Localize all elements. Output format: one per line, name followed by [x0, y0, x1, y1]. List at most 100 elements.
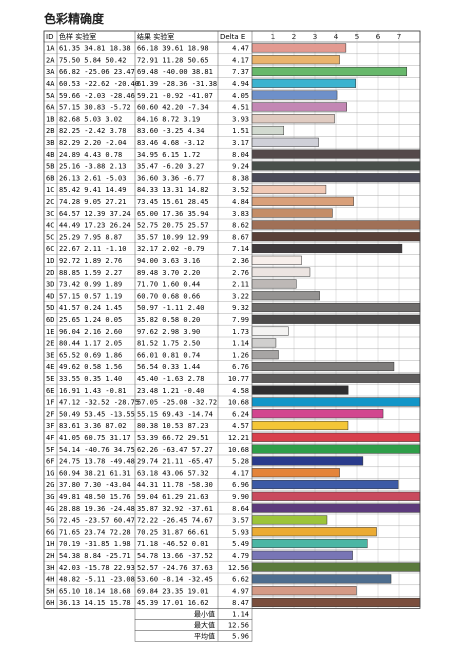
row-delta-value: 3.52 [232, 186, 249, 194]
row-target-lab: 49.62 0.58 1.56 [59, 363, 122, 371]
row-id: 1A [46, 45, 55, 53]
row-target-lab: 57.15 30.83 -5.72 [59, 104, 131, 112]
delta-bar [251, 538, 368, 549]
row-result-lab: 35.57 10.99 12.99 [137, 233, 209, 241]
row-result-lab: 72.22 -26.45 74.67 [137, 517, 213, 525]
row-target-lab: 88.85 1.59 2.27 [59, 269, 122, 277]
row-result-lab: 55.15 69.43 -14.74 [137, 410, 213, 418]
row-id: 3D [46, 281, 54, 289]
row-target-lab: 96.04 2.16 2.60 [59, 328, 122, 336]
row-delta-value: 4.51 [232, 104, 249, 112]
row-id: 2A [46, 56, 55, 64]
row-id: 3H [46, 564, 54, 572]
row-result-lab: 71.70 1.60 0.44 [137, 281, 200, 289]
row-id: 6G [46, 528, 54, 536]
delta-bar [251, 515, 328, 525]
row-delta-value: 8.64 [232, 505, 249, 513]
row-delta-value: 6.76 [232, 363, 249, 371]
row-target-lab: 66.82 -25.06 23.47 [59, 68, 135, 76]
row-result-lab: 66.01 0.81 0.74 [137, 351, 200, 359]
row-target-lab: 64.57 12.39 37.24 [59, 210, 131, 218]
row-result-lab: 45.39 17.01 16.62 [137, 599, 209, 607]
delta-bar [251, 43, 347, 53]
row-id: 5H [46, 587, 54, 595]
delta-bar [251, 255, 302, 265]
delta-bar [251, 66, 408, 77]
row-delta-value: 4.17 [232, 469, 249, 477]
row-id: 6H [46, 599, 54, 607]
row-delta-value: 8.04 [232, 151, 249, 159]
row-result-lab: 35.47 -6.20 3.27 [137, 163, 204, 171]
summary-value: 5.96 [232, 633, 249, 641]
delta-bar [251, 468, 340, 478]
row-id: 4C [46, 222, 54, 230]
row-id: 4F [46, 434, 54, 442]
row-id: 3A [46, 68, 55, 76]
row-result-lab: 54.78 13.66 -37.52 [137, 552, 213, 560]
row-target-lab: 57.15 0.57 1.19 [59, 292, 122, 300]
row-delta-value: 7.14 [232, 245, 249, 253]
row-delta-value: 8.38 [232, 174, 249, 182]
row-target-lab: 60.53 -22.62 -20.40 [59, 80, 139, 88]
row-id: 1F [46, 399, 54, 407]
row-id: 6E [46, 387, 54, 395]
row-target-lab: 24.75 13.78 -49.48 [59, 458, 135, 466]
delta-bar [251, 267, 311, 277]
row-id: 5A [46, 92, 55, 100]
delta-bar [251, 338, 277, 348]
row-delta-value: 5.28 [232, 458, 249, 466]
delta-bar [251, 444, 421, 454]
row-result-lab: 71.18 -46.52 0.01 [137, 540, 209, 548]
delta-bar [251, 361, 395, 372]
col-header-delta: Delta E [220, 33, 245, 41]
row-result-lab: 56.54 0.33 1.44 [137, 363, 200, 371]
row-id: 1E [46, 328, 54, 336]
row-target-lab: 92.72 1.89 2.76 [59, 257, 122, 265]
summary-label: 最大值 [194, 621, 215, 630]
row-id: 1B [46, 115, 54, 123]
delta-bar [251, 161, 421, 171]
row-target-lab: 33.55 0.35 1.40 [59, 375, 122, 383]
row-result-lab: 45.40 -1.63 2.78 [137, 375, 204, 383]
row-result-lab: 34.95 6.15 1.72 [137, 151, 200, 159]
row-id: 4H [46, 576, 54, 584]
row-delta-value: 10.68 [228, 399, 249, 407]
delta-bar [251, 326, 289, 336]
row-id: 4E [46, 363, 54, 371]
row-delta-value: 2.76 [232, 269, 249, 277]
delta-bar [251, 90, 338, 100]
col-header-target: 色样 实验室 [59, 32, 96, 41]
row-delta-value: 6.24 [232, 410, 249, 418]
row-id: 2H [46, 552, 54, 560]
delta-bar [251, 527, 377, 537]
row-result-lab: 89.48 3.70 2.20 [137, 269, 200, 277]
row-target-lab: 65.10 18.14 18.68 [59, 587, 131, 595]
row-target-lab: 60.94 38.21 61.31 [59, 469, 131, 477]
row-target-lab: 73.42 0.99 1.89 [59, 281, 122, 289]
row-result-lab: 59.04 61.29 21.63 [137, 493, 209, 501]
row-result-lab: 69.84 23.35 19.01 [137, 587, 209, 595]
row-target-lab: 54.38 8.84 -25.71 [59, 552, 131, 560]
row-id: 2E [46, 340, 54, 348]
delta-bar [251, 350, 279, 360]
row-id: 3B [46, 139, 54, 147]
row-target-lab: 54.14 -40.76 34.75 [59, 446, 135, 454]
row-target-lab: 25.29 7.95 8.87 [59, 233, 122, 241]
row-target-lab: 48.82 -5.11 -23.08 [59, 576, 135, 584]
row-delta-value: 4.94 [232, 80, 249, 88]
row-target-lab: 61.35 34.81 18.38 [59, 45, 131, 53]
row-target-lab: 36.13 14.15 15.78 [59, 599, 131, 607]
row-result-lab: 35.87 32.92 -37.61 [137, 505, 213, 513]
row-target-lab: 44.49 17.23 26.24 [59, 222, 131, 230]
row-id: 6B [46, 174, 54, 182]
row-delta-value: 4.84 [232, 198, 249, 206]
delta-bar [251, 302, 421, 313]
row-id: 2F [46, 410, 54, 418]
row-delta-value: 7.37 [232, 68, 249, 76]
row-result-lab: 94.00 3.63 3.16 [137, 257, 200, 265]
row-id: 3F [46, 422, 54, 430]
x-tick-label: 6 [376, 33, 381, 41]
row-delta-value: 1.51 [232, 127, 249, 135]
row-delta-value: 8.47 [232, 599, 249, 607]
row-result-lab: 29.74 21.11 -65.47 [137, 458, 213, 466]
